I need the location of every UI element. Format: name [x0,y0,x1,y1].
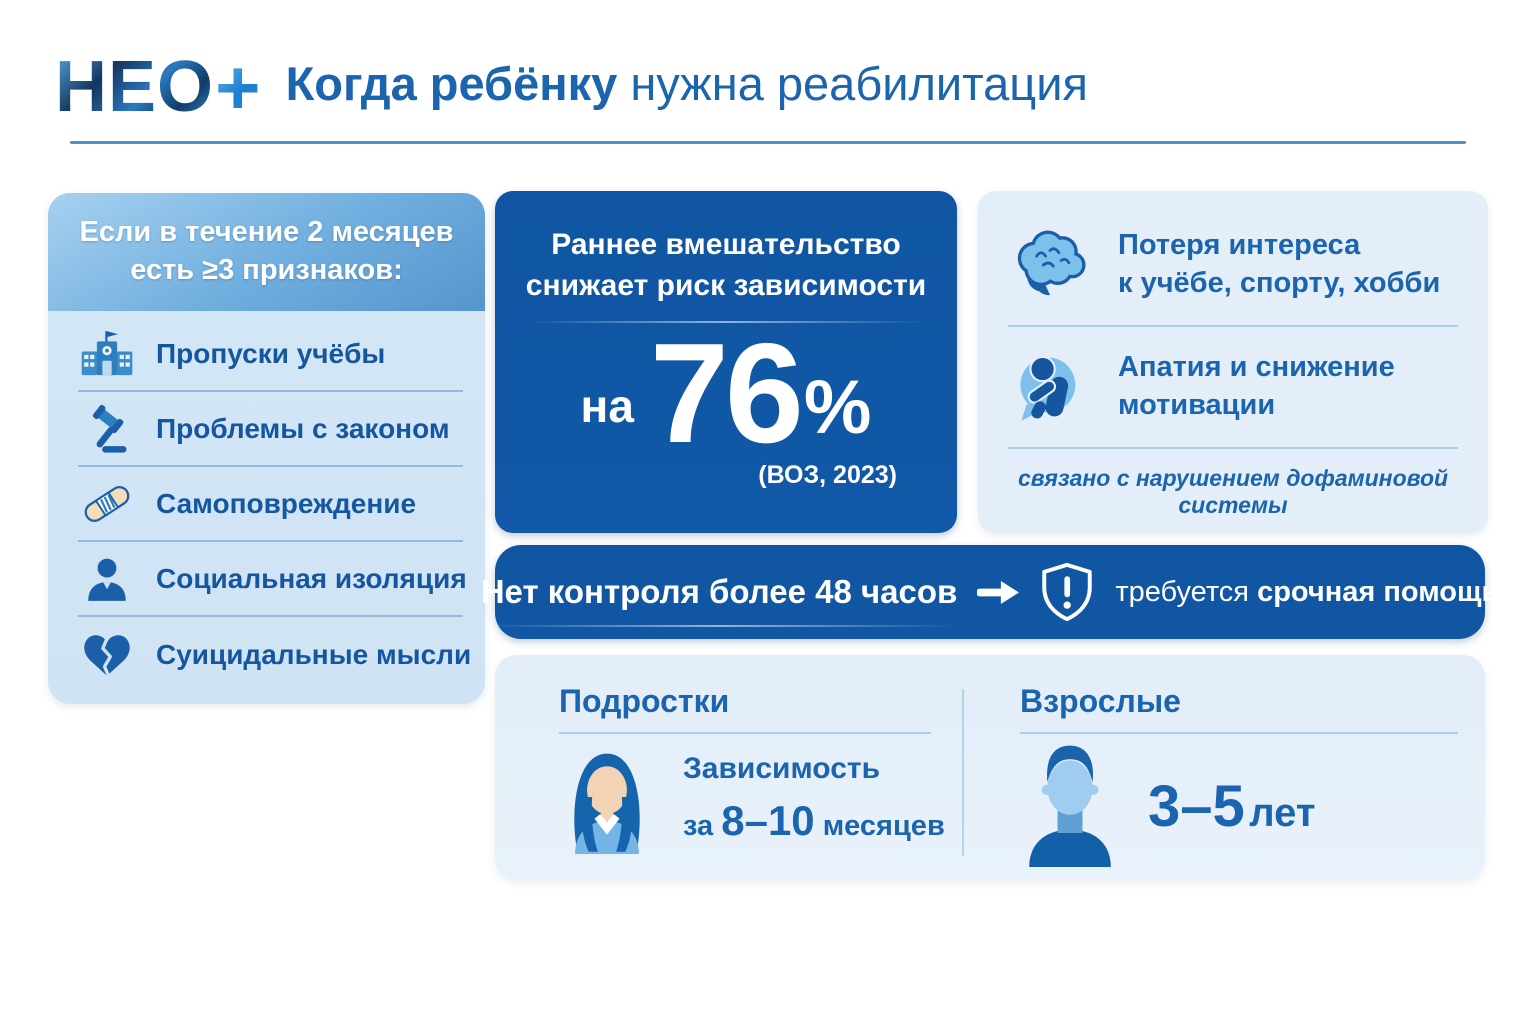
sign-item-self-harm: Самоповреждение [78,467,463,542]
adults-column: Взрослые 3–5 лет [962,655,1485,880]
person-icon [78,555,136,603]
symptom-item-apathy: Апатия и снижение мотивации [1008,327,1458,447]
teens-line2-suffix: месяцев [822,809,945,842]
page-title: Когда ребёнку нужна реабилитация [286,58,1088,116]
symptom-line2: к учёбе, спорту, хобби [1118,267,1441,299]
symptoms-footnote: связано с нарушением дофаминовой системы [1017,465,1449,518]
stat-panel: Раннее вмешательство снижает риск зависи… [495,191,957,533]
header-divider [70,141,1466,144]
signs-list: Пропуски учёбы Проблемы с законом [48,311,485,692]
teens-line2: за 8–10 месяцев [683,791,945,852]
alert-condition: Нет контроля более 48 часов [480,573,958,627]
teens-text: Зависимость за 8–10 месяцев [683,747,945,851]
sign-item-suicidal-thoughts: Суицидальные мысли [78,617,471,692]
header: НЕО + Когда ребёнку нужна реабилитация [55,48,1088,126]
symptom-item-interest-loss: Потеря интереса к учёбе, спорту, хобби [1008,205,1458,325]
broken-heart-icon [78,631,136,679]
sign-item-law-problems: Проблемы с законом [78,392,463,467]
apathy-icon [1008,351,1092,423]
teens-duration-value: 8–10 [721,796,815,844]
sign-label: Самоповреждение [156,487,417,519]
stat-main: на 76 % [495,323,957,465]
stat-divider [527,321,925,323]
alert-action: требуется срочная помощь [1115,576,1499,609]
logo-plus-icon: + [215,43,262,131]
shield-alert-icon [1039,561,1095,623]
brain-icon [1008,229,1092,301]
school-icon [78,329,136,379]
signs-panel: Если в течение 2 месяцев есть ≥3 признак… [48,193,485,704]
sign-label: Пропуски учёбы [156,337,386,369]
alert-banner: Нет контроля более 48 часов требуется ср… [480,545,1499,639]
timeline-panel: Подростки Зависимость [495,655,1485,880]
sign-label: Социальная изоляция [156,562,467,594]
page-title-emphasis: Когда ребёнку [285,57,618,111]
symptom-label: Потеря интереса к учёбе, спорту, хобби [1118,227,1440,302]
brand-logo: НЕО + [55,48,262,126]
teens-title: Подростки [559,683,730,719]
stat-title: Раннее вмешательство снижает риск зависи… [495,225,957,306]
symptoms-divider [1008,447,1458,449]
symptom-line2: мотивации [1118,389,1276,421]
sign-label: Суицидальные мысли [156,638,472,670]
stat-value: 76 [649,314,804,473]
alert-action-prefix: требуется [1115,575,1249,608]
gavel-icon [78,403,136,455]
symptom-line1: Апатия и снижение [1118,351,1395,384]
stat-unit: % [803,365,872,450]
arrow-right-icon [977,579,1020,606]
signs-heading-line2: есть ≥3 признаков: [130,254,403,286]
alert-action-emphasis: срочная помощь [1257,575,1500,608]
adults-duration-suffix: лет [1249,790,1316,835]
teen-girl-icon [559,740,655,859]
teens-column: Подростки Зависимость [495,655,962,880]
sign-item-social-isolation: Социальная изоляция [78,542,467,617]
stat-prefix: на [580,380,634,432]
sign-item-school-absence: Пропуски учёбы [78,317,463,392]
symptom-line1: Потеря интереса [1118,229,1361,262]
signs-panel-heading: Если в течение 2 месяцев есть ≥3 признак… [48,193,485,311]
signs-heading-line1: Если в течение 2 месяцев [79,216,454,249]
symptoms-panel: Потеря интереса к учёбе, спорту, хобби А… [978,191,1488,533]
adults-body: 3–5 лет [1020,740,1485,872]
logo-text: НЕО [55,47,215,127]
stat-source: (ВОЗ, 2023) [758,461,897,489]
teens-title-underline [559,732,931,734]
adults-text: 3–5 лет [1148,773,1315,840]
stat-title-line2: снижает риск зависимости [525,268,927,302]
sign-label: Проблемы с законом [156,412,450,444]
adults-title: Взрослые [1020,683,1181,719]
adults-title-underline [1020,732,1458,734]
adults-duration-value: 3–5 [1148,773,1245,839]
teens-line2-prefix: за [683,809,714,842]
page-title-rest: нужна реабилитация [630,57,1088,111]
adult-man-icon [1020,740,1120,872]
symptom-label: Апатия и снижение мотивации [1118,349,1395,424]
symptoms-divider [1008,325,1458,327]
bandage-icon [78,476,136,532]
stat-title-line1: Раннее вмешательство [551,228,901,261]
teens-line1: Зависимость [683,752,881,786]
teens-body: Зависимость за 8–10 месяцев [559,740,962,859]
